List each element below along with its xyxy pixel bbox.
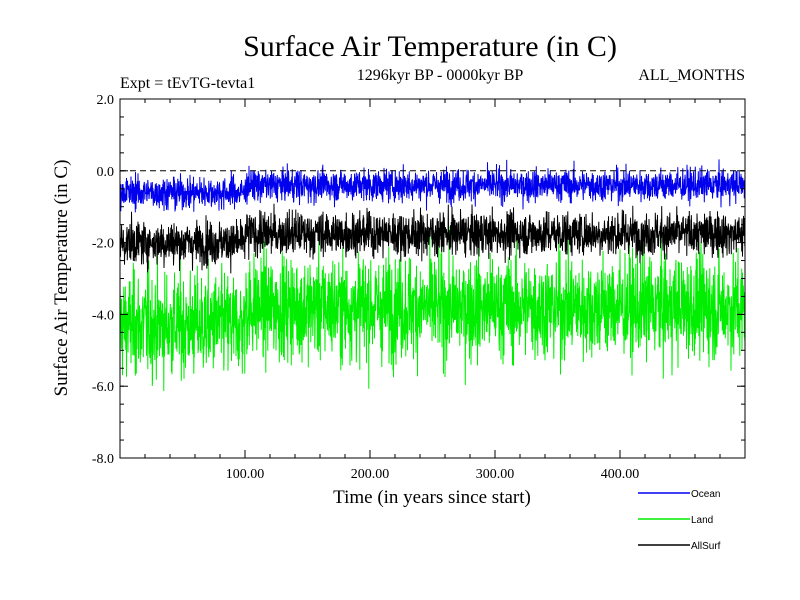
series-layer	[119, 159, 746, 392]
y-tick-label: 2.0	[97, 93, 115, 108]
x-axis-label: Time (in years since start)	[333, 487, 531, 508]
y-tick-label: -4.0	[92, 308, 114, 323]
y-tick-label: -2.0	[92, 237, 114, 252]
y-axis-label: Surface Air Temperature (in C)	[51, 160, 72, 397]
x-tick-label: 100.00	[226, 467, 265, 482]
legend-label-ocean: Ocean	[691, 489, 720, 500]
series-line-ocean	[119, 159, 746, 213]
experiment-label: Expt = tEvTG-tevta1	[120, 75, 255, 92]
y-tick-label: -6.0	[92, 380, 114, 395]
x-tick-label: 400.00	[601, 467, 640, 482]
months-label: ALL_MONTHS	[638, 67, 745, 84]
legend: Ocean Land AllSurf	[638, 489, 721, 552]
x-tick-label: 300.00	[476, 467, 515, 482]
series-line-allsurf	[119, 203, 746, 274]
tick-layer: 2.0 0.0 -2.0 -4.0 -6.0 -8.0 100.00 200.00 300.00…	[92, 93, 745, 482]
legend-label-allsurf: AllSurf	[691, 541, 721, 552]
series-line-land	[119, 224, 746, 392]
y-tick-label: -8.0	[92, 452, 114, 467]
time-range-label: 1296kyr BP - 0000kyr BP	[357, 67, 524, 84]
y-tick-label: 0.0	[97, 165, 115, 180]
chart-title: Surface Air Temperature (in C)	[243, 30, 617, 63]
legend-label-land: Land	[691, 515, 713, 526]
x-tick-label: 200.00	[351, 467, 390, 482]
